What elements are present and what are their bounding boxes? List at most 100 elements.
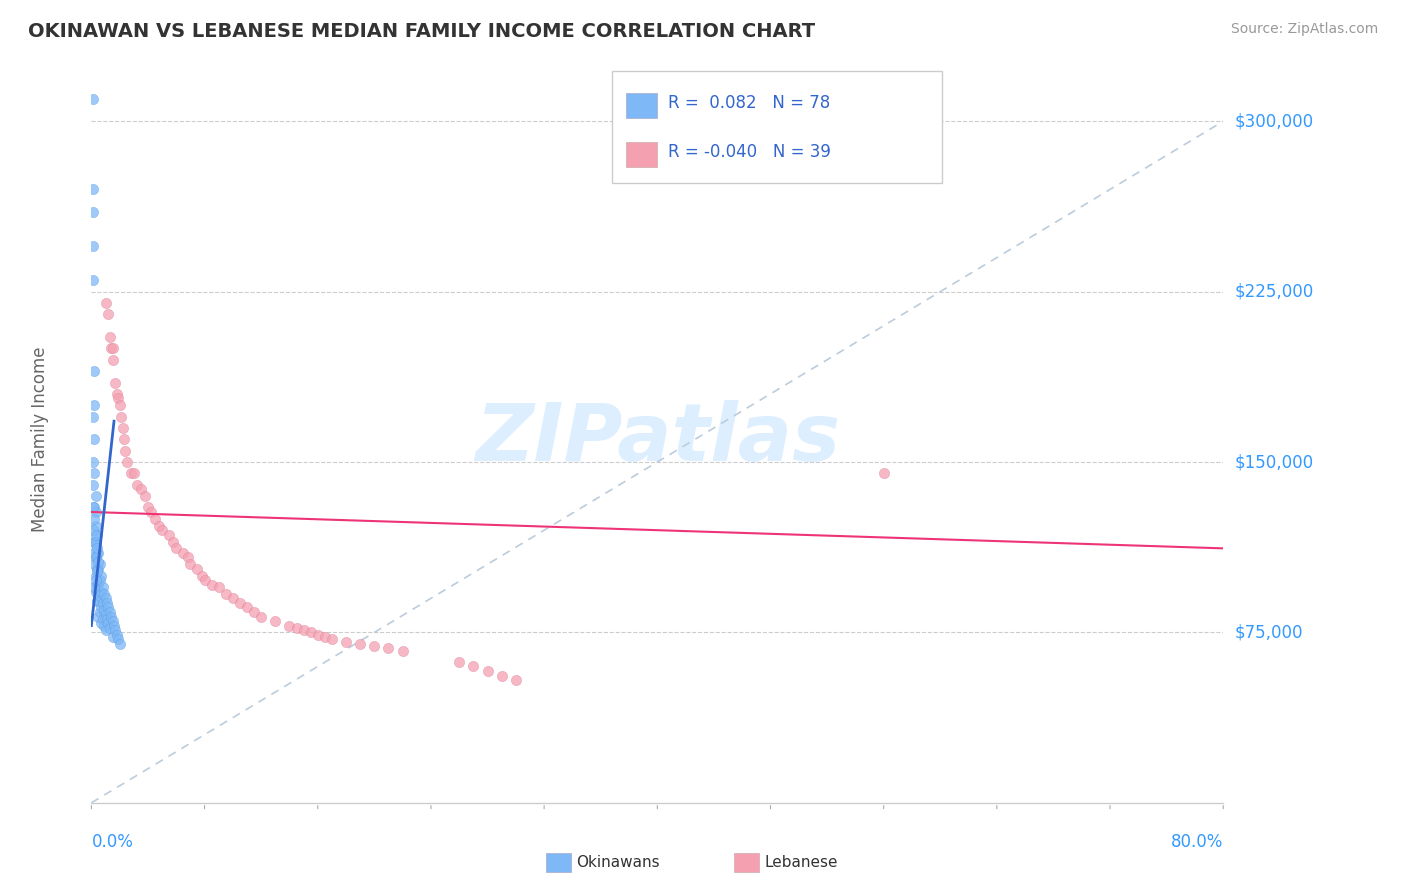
Point (83, 364, 105, 378)
Point (94, 607, 117, 622)
Point (105, 387, 128, 401)
Point (222, 591, 245, 606)
Point (108, 398, 131, 412)
Point (229, 596, 252, 610)
Point (82, 91, 104, 105)
Point (321, 632, 343, 647)
Point (125, 477, 148, 491)
Point (82, 455, 104, 469)
Text: Lebanese: Lebanese (765, 855, 838, 870)
Point (236, 600, 259, 615)
Point (82, 500, 104, 515)
Point (94, 623, 117, 637)
Text: Okinawans: Okinawans (576, 855, 659, 870)
Point (84, 518, 107, 533)
Point (264, 614, 287, 628)
Point (82, 239, 104, 253)
Point (84, 584, 107, 599)
Point (377, 641, 399, 656)
Point (82, 205, 104, 219)
Point (278, 618, 301, 632)
Point (98, 621, 121, 635)
Point (243, 605, 266, 619)
Point (89, 605, 111, 619)
Text: R = -0.040   N = 39: R = -0.040 N = 39 (668, 143, 831, 161)
Point (84, 568, 107, 582)
Text: Source: ZipAtlas.com: Source: ZipAtlas.com (1230, 22, 1378, 37)
Point (86, 578, 108, 592)
Text: Median Family Income: Median Family Income (31, 347, 49, 532)
Point (86, 546, 108, 560)
Point (98, 330, 121, 344)
Point (101, 342, 124, 356)
Text: $300,000: $300,000 (1234, 112, 1313, 130)
Text: R =  0.082   N = 78: R = 0.082 N = 78 (668, 95, 830, 112)
Text: OKINAWAN VS LEBANESE MEDIAN FAMILY INCOME CORRELATION CHART: OKINAWAN VS LEBANESE MEDIAN FAMILY INCOM… (28, 22, 815, 41)
Point (86, 541, 108, 556)
Point (872, 467, 894, 481)
Point (87, 555, 110, 569)
Point (129, 483, 152, 497)
Point (477, 664, 499, 678)
Point (90, 584, 112, 599)
Point (89, 589, 111, 603)
Point (111, 421, 134, 435)
Point (90, 616, 112, 631)
Point (505, 673, 527, 687)
Point (215, 587, 238, 601)
Point (87, 593, 110, 607)
Point (250, 609, 273, 624)
Point (186, 562, 208, 576)
Text: $150,000: $150,000 (1234, 453, 1313, 471)
Point (463, 659, 485, 673)
Point (82, 523, 104, 537)
Point (83, 500, 105, 515)
Point (110, 409, 132, 424)
Point (96, 612, 118, 626)
Point (190, 568, 212, 582)
Point (86, 527, 108, 541)
Point (93, 587, 115, 601)
Point (165, 541, 187, 556)
Point (349, 637, 371, 651)
Point (101, 352, 124, 367)
Point (172, 546, 194, 560)
Point (83, 512, 105, 526)
Point (143, 512, 166, 526)
Point (83, 398, 105, 412)
Point (285, 621, 308, 635)
Point (148, 518, 170, 533)
Point (90, 568, 112, 582)
Point (96, 596, 118, 610)
Point (83, 467, 105, 481)
Point (176, 550, 198, 565)
Point (292, 623, 315, 637)
Point (97, 600, 120, 615)
Point (84, 527, 107, 541)
Point (122, 467, 145, 481)
Point (91, 596, 114, 610)
Point (103, 618, 125, 632)
Point (201, 578, 224, 592)
Point (89, 558, 111, 572)
Point (193, 573, 217, 587)
Point (157, 527, 180, 541)
Point (84, 534, 107, 549)
Point (391, 643, 413, 657)
Point (307, 628, 329, 642)
Point (83, 432, 105, 446)
Point (162, 534, 184, 549)
Point (114, 443, 136, 458)
Point (82, 477, 104, 491)
Text: ZIPatlas: ZIPatlas (475, 401, 839, 478)
Point (107, 392, 129, 406)
Point (90, 600, 112, 615)
Point (299, 625, 322, 640)
Point (83, 534, 105, 549)
Point (112, 432, 135, 446)
Point (104, 376, 127, 390)
Point (83, 558, 105, 572)
Point (82, 273, 104, 287)
Point (82, 546, 104, 560)
Point (94, 591, 117, 606)
